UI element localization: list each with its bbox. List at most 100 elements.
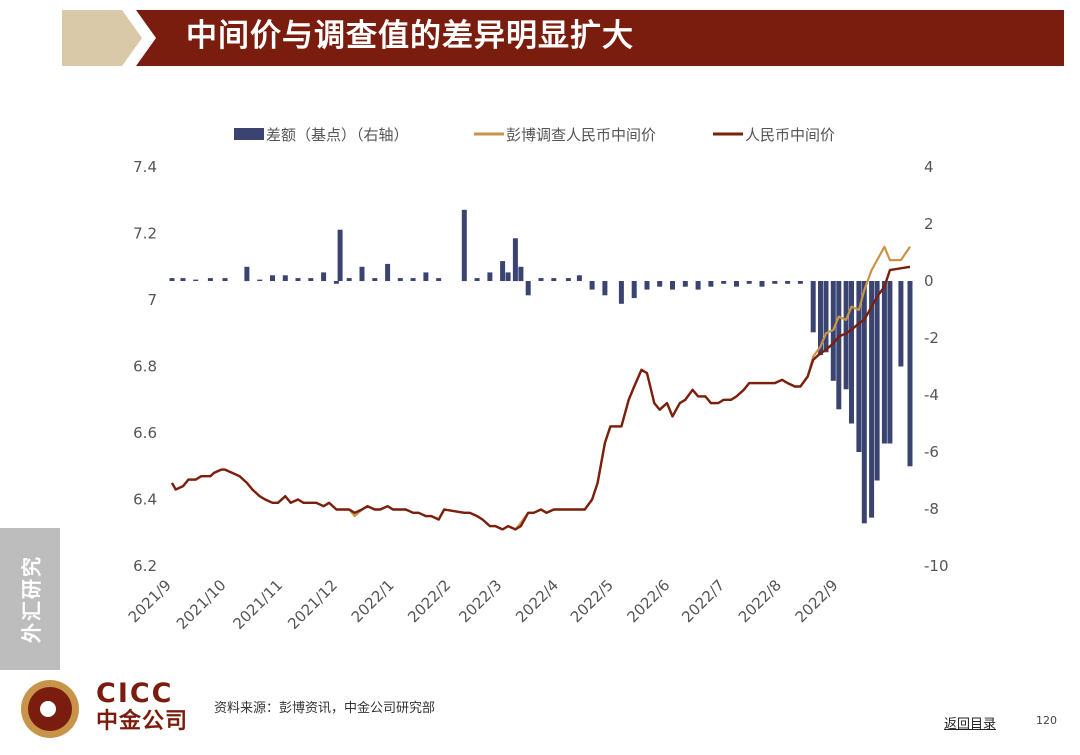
spread-bar-17 (385, 263, 391, 281)
logo-text-en: CICC (96, 678, 174, 709)
spread-bar-10 (308, 278, 314, 281)
left-tick-label: 7.4 (133, 158, 157, 176)
spread-bar-53 (823, 281, 829, 353)
left-tick-label: 7 (147, 291, 157, 309)
x-tick-label: 2022/3 (455, 576, 505, 626)
spread-bar-51 (810, 281, 816, 333)
legend-label-0: 差额（基点）（右轴） (266, 126, 409, 144)
spread-bar-61 (874, 281, 880, 481)
spread-bar-42 (695, 281, 701, 290)
right-tick-label: -6 (924, 443, 939, 461)
spread-bar-58 (856, 281, 862, 452)
spread-bar-7 (270, 275, 275, 281)
spread-bar-60 (869, 281, 875, 518)
spread-bar-35 (602, 281, 608, 296)
left-tick-label: 6.4 (133, 491, 157, 509)
logo-text-cn: 中金公司 (96, 709, 189, 734)
right-tick-label: 2 (924, 215, 934, 233)
right-tick-label: -10 (924, 557, 949, 575)
header-banner: 中间价与调查值的差异明显扩大 (0, 0, 1080, 72)
spread-bar-8 (282, 275, 288, 281)
spread-bar-19 (410, 278, 416, 281)
page-number: 120 (1036, 714, 1057, 727)
spread-bar-27 (512, 238, 518, 282)
spread-bar-43 (708, 281, 714, 287)
left-axis-ticks: 6.2 6.4 6.6 6.8 7 7.2 7.4 (133, 158, 157, 575)
spread-bar-14 (346, 278, 352, 281)
legend-label-2: 人民币中间价 (745, 126, 835, 144)
spread-bar-16 (372, 278, 378, 281)
spread-bar-2 (193, 279, 199, 281)
spread-bar-32 (565, 278, 571, 281)
spread-bar-34 (589, 281, 595, 290)
x-tick-label: 2022/7 (678, 576, 728, 626)
spread-bar-15 (359, 266, 365, 282)
spread-bar-28 (518, 266, 524, 282)
spread-bar-18 (397, 278, 403, 281)
spread-bar-4 (222, 278, 228, 281)
right-tick-label: 4 (924, 158, 934, 176)
spread-bar-37 (631, 281, 637, 299)
series-line-fixing (170, 265, 911, 531)
right-tick-label: -2 (924, 329, 939, 347)
price-lines (170, 245, 911, 531)
legend-swatch-bar (234, 128, 264, 140)
right-tick-label: -4 (924, 386, 939, 404)
spread-bar-65 (907, 281, 913, 467)
spread-bar-40 (670, 281, 675, 290)
source-note: 资料来源：彭博资讯，中金公司研究部 (214, 701, 436, 716)
spread-bar-30 (538, 278, 544, 281)
spread-bar-31 (551, 278, 557, 281)
x-tick-label: 2022/4 (512, 576, 562, 626)
spread-bar-57 (849, 281, 854, 424)
x-tick-label: 2022/8 (735, 576, 785, 626)
spread-bar-50 (797, 281, 803, 284)
spread-bar-21 (436, 278, 442, 281)
page-title: 中间价与调查值的差异明显扩大 (186, 18, 634, 54)
x-tick-label: 2021/12 (284, 576, 341, 633)
side-tab[interactable]: 外汇研究 (0, 528, 60, 670)
spread-bar-63 (887, 281, 893, 444)
left-tick-label: 6.2 (133, 557, 157, 575)
cicc-logo: CICC 中金公司 (18, 677, 208, 739)
x-tick-label: 2022/9 (792, 576, 842, 626)
side-tab-label: 外汇研究 (19, 555, 44, 643)
spread-bar-36 (618, 281, 624, 304)
spread-bar-6 (257, 279, 263, 281)
spread-bar-47 (759, 281, 765, 287)
spread-bar-12 (333, 281, 339, 284)
left-tick-label: 6.8 (133, 358, 157, 376)
chart-legend: 差额（基点）（右轴） 彭博调查人民币中间价 人民币中间价 (234, 126, 835, 144)
spread-bar-20 (423, 272, 429, 281)
spread-bar-5 (244, 266, 250, 282)
spread-bar-0 (169, 278, 175, 281)
x-tick-label: 2022/5 (567, 576, 617, 626)
right-tick-label: -8 (924, 500, 939, 518)
spread-bar-39 (657, 281, 663, 287)
spread-bar-23 (474, 278, 480, 281)
spread-bar-26 (505, 272, 511, 281)
left-tick-label: 6.6 (133, 424, 157, 442)
spread-bar-24 (487, 272, 493, 281)
spread-bar-46 (746, 281, 752, 284)
spread-bar-45 (734, 281, 739, 287)
spread-bar-13 (337, 229, 343, 281)
x-tick-label: 2021/10 (173, 576, 230, 633)
spread-bar-49 (785, 281, 791, 284)
spread-bar-62 (881, 281, 887, 444)
left-tick-label: 7.2 (133, 225, 157, 243)
spread-bar-41 (682, 281, 688, 287)
spread-bar-64 (898, 281, 904, 367)
x-tick-label: 2022/1 (348, 576, 398, 626)
back-to-contents-link[interactable]: 返回目录 (944, 717, 997, 732)
spread-bar-56 (843, 281, 849, 390)
cicc-logo-mark (21, 680, 79, 738)
chart: 差额（基点）（右轴） 彭博调查人民币中间价 人民币中间价 6.2 6.4 6.6 6.8 7… (125, 126, 949, 633)
x-tick-label: 2021/9 (125, 576, 175, 626)
spread-bar-25 (500, 261, 506, 281)
spread-bar-33 (576, 275, 582, 281)
x-tick-label: 2022/2 (404, 576, 454, 626)
spread-bar-38 (644, 281, 650, 290)
spread-bar-48 (772, 281, 778, 284)
